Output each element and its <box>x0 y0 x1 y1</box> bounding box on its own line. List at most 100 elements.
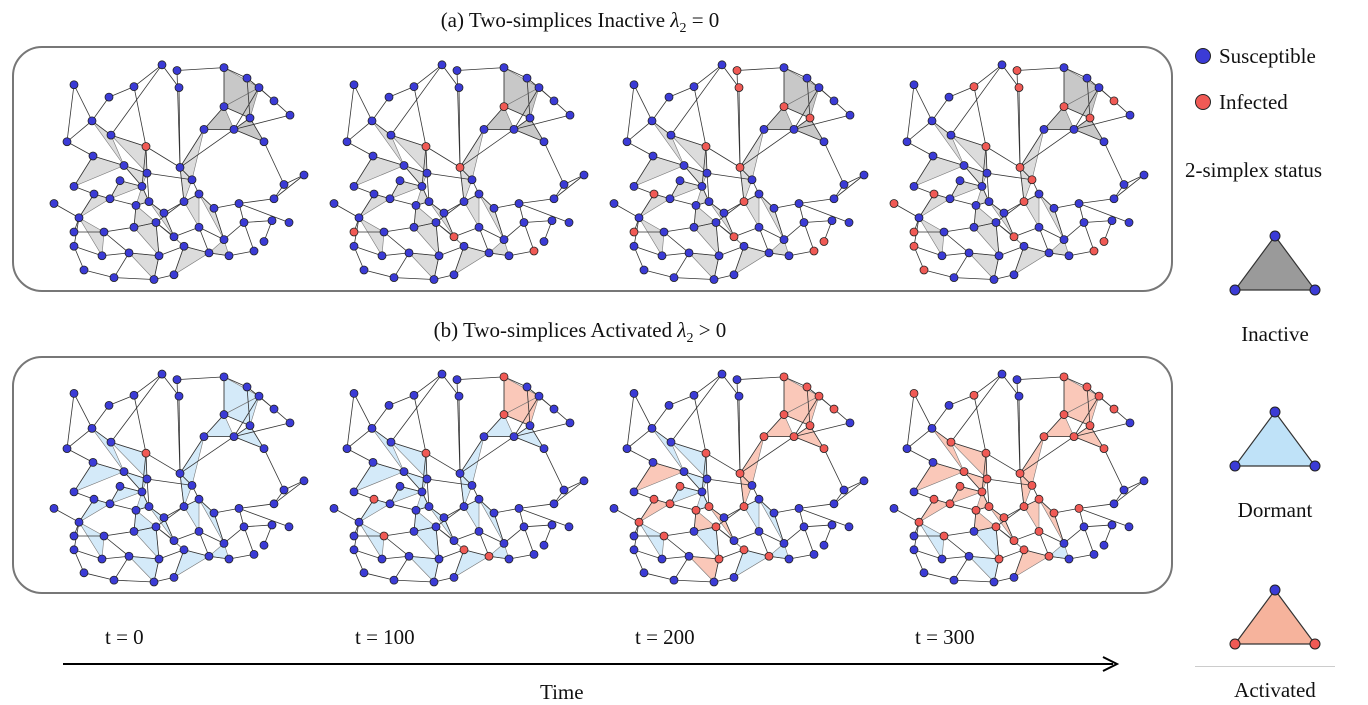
edge-b-t2-10 <box>763 414 785 437</box>
node-b-t1-21 <box>368 458 378 467</box>
edge-a-t3-77 <box>1086 78 1091 119</box>
node-b-t1-15 <box>384 400 394 410</box>
edge-b-t0-14 <box>73 393 93 429</box>
node-a-t0-11 <box>199 125 209 134</box>
node-b-t3-58 <box>1044 551 1054 561</box>
edge-a-t3-84 <box>953 252 970 278</box>
node-b-t3-43 <box>909 531 919 541</box>
edge-a-t0-59 <box>83 269 115 278</box>
dormant-simplex-icon <box>1229 406 1321 472</box>
node-b-t1-33 <box>459 502 469 511</box>
node-b-t1-61 <box>359 568 369 578</box>
node-b-t2-44 <box>659 531 669 541</box>
node-b-t0-19 <box>141 448 151 458</box>
node-a-t3-48 <box>1034 222 1044 232</box>
node-b-t0-23 <box>142 474 152 484</box>
edge-a-t0-26 <box>146 172 193 181</box>
edge-a-t3-15 <box>931 96 950 122</box>
node-b-t0-29 <box>105 499 115 509</box>
edge-a-t0-67 <box>73 155 94 187</box>
edge-a-t1-62 <box>403 165 423 187</box>
node-b-t1-8 <box>525 421 535 430</box>
node-a-t0-40 <box>284 218 294 227</box>
node-b-t3-31 <box>984 502 994 511</box>
edge-a-t1-19 <box>425 146 461 168</box>
node-b-t2-6 <box>814 391 824 401</box>
edge-b-t0-19 <box>145 452 181 474</box>
edge-b-t2-76 <box>793 422 851 438</box>
node-a-t0-57 <box>179 241 189 251</box>
node-a-t2-34 <box>754 189 764 199</box>
edge-a-t2-22 <box>739 129 765 168</box>
edge-b-t1-81 <box>478 531 490 557</box>
node-a-t0-2 <box>129 82 139 92</box>
edge-b-t0-12 <box>233 436 265 449</box>
node-b-t1-54 <box>377 554 387 564</box>
node-a-t3-15 <box>944 92 954 102</box>
node-b-t1-36 <box>514 503 524 513</box>
node-a-t1-1 <box>452 66 462 75</box>
edge-a-t2-15 <box>651 96 670 122</box>
edge-b-t2-2 <box>736 376 785 380</box>
edge-a-t1-24 <box>372 155 405 166</box>
node-a-t0-4 <box>219 63 229 73</box>
edge-a-t3-79 <box>943 231 970 254</box>
node-b-t3-19 <box>981 448 991 458</box>
edge-b-t2-53 <box>661 555 690 560</box>
node-a-t0-12 <box>229 125 239 134</box>
node-a-t0-31 <box>144 197 154 207</box>
edge-a-t2-77 <box>806 78 811 119</box>
node-b-t0-38 <box>279 485 289 495</box>
node-a-t0-21 <box>88 151 98 161</box>
panel-a-title: (a) Two-simplices Inactive λ2 = 0 <box>440 8 720 37</box>
node-a-t1-5 <box>522 73 532 83</box>
edge-a-t1-14 <box>353 84 373 122</box>
edge-b-t0-95 <box>66 393 75 449</box>
node-a-t2-7 <box>779 102 789 111</box>
edge-a-t3-18 <box>950 134 987 147</box>
node-a-t0-10 <box>285 110 295 120</box>
node-a-t1-58 <box>484 248 494 258</box>
node-b-t2-39 <box>859 476 869 486</box>
edge-a-t1-76 <box>513 114 571 130</box>
node-a-t0-3 <box>174 83 184 92</box>
simplex-a-t1-14 <box>358 216 385 257</box>
edge-b-t1-80 <box>435 526 440 560</box>
edge-b-t2-90 <box>833 480 865 505</box>
node-a-t2-58 <box>764 248 774 258</box>
edge-b-t2-84 <box>673 556 690 581</box>
node-a-t0-8 <box>245 113 255 123</box>
simplex-a-t2-22 <box>758 193 785 240</box>
edge-a-t2-67 <box>633 155 654 187</box>
edge-b-t1-60 <box>393 579 435 583</box>
node-b-t2-13 <box>819 444 829 453</box>
node-b-t0-7 <box>219 410 229 419</box>
edge-a-t0-14 <box>73 84 93 122</box>
node-b-t2-55 <box>684 551 694 561</box>
edge-a-t2-71 <box>773 208 785 240</box>
node-b-t0-33 <box>179 502 189 511</box>
edge-b-t2-92 <box>701 453 707 492</box>
edge-a-t3-24 <box>932 155 965 166</box>
node-a-t2-41 <box>609 199 619 208</box>
edge-a-t1-60 <box>393 277 435 280</box>
edge-b-t1-16 <box>346 428 373 449</box>
edge-b-t0-41 <box>53 508 80 523</box>
node-a-t0-38 <box>279 180 289 189</box>
edge-b-t3-15 <box>931 405 950 429</box>
edge-a-t3-13 <box>1073 87 1100 130</box>
edge-a-t2-82 <box>803 222 815 252</box>
edge-b-t2-18 <box>670 441 707 454</box>
node-b-t1-53 <box>349 545 359 555</box>
edge-b-t2-20 <box>693 395 707 454</box>
node-b-t3-35 <box>1049 508 1059 518</box>
node-b-t1-0 <box>437 369 447 379</box>
node-b-t1-44 <box>379 531 389 541</box>
node-a-t3-27 <box>909 181 919 191</box>
node-a-t3-1 <box>1012 66 1022 75</box>
node-b-t1-51 <box>547 520 557 530</box>
edge-b-t3-53 <box>941 555 970 560</box>
edge-a-t2-10 <box>763 106 785 130</box>
edge-a-t1-88 <box>435 201 465 223</box>
node-b-t0-47 <box>169 536 179 546</box>
